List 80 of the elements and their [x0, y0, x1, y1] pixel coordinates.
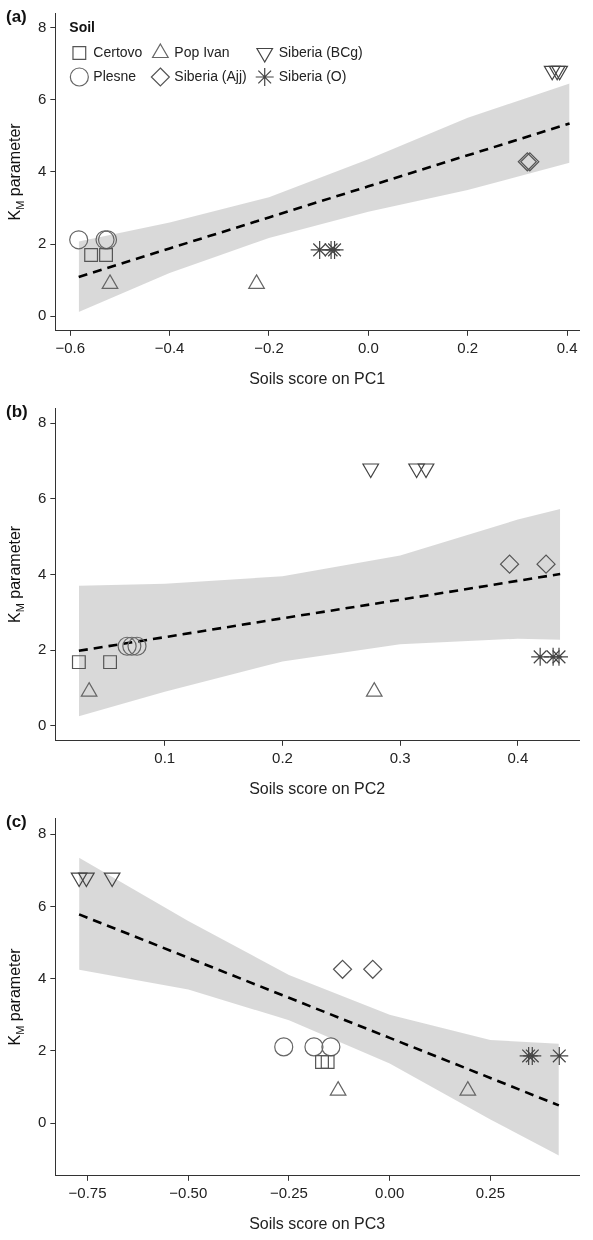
point	[549, 647, 569, 667]
point	[315, 1055, 329, 1070]
x-axis-title: Soils score on PC3	[249, 1214, 386, 1232]
y-tick-label: 2	[38, 234, 47, 252]
legend-label: Siberia (Ajj)	[174, 67, 247, 84]
y-tick-label: 4	[38, 564, 47, 582]
y-tick-label: 0	[38, 306, 47, 324]
x-tick-label: 0.1	[154, 748, 176, 766]
point	[103, 872, 121, 888]
point	[549, 1046, 569, 1066]
y-tick-label: 0	[38, 715, 47, 733]
line-series	[77, 122, 571, 279]
line-series	[77, 572, 562, 653]
legend-title: Soil	[69, 18, 96, 35]
y-axis-title: KM parameter	[6, 947, 27, 1046]
y-tick-label: 8	[38, 824, 47, 842]
point	[71, 655, 86, 670]
x-tick-label: 0.2	[457, 338, 479, 356]
chart-title: (b)	[6, 401, 28, 421]
x-tick-label: −0.6	[55, 338, 86, 356]
x-axis-title: Soils score on PC2	[249, 779, 386, 797]
x-tick-label: −0.25	[269, 1183, 308, 1201]
point	[77, 872, 95, 888]
x-tick-label: 0.0	[357, 338, 379, 356]
x-axis-title: Soils score on PC1	[249, 369, 386, 387]
point	[543, 65, 561, 81]
x-tick-label: 0.00	[375, 1183, 405, 1201]
point	[530, 647, 550, 667]
legend-label: Pop Ivan	[174, 43, 230, 60]
y-tick-label: 2	[38, 640, 47, 658]
line-series	[77, 913, 561, 1107]
point	[408, 463, 425, 479]
y-tick-label: 8	[38, 413, 47, 431]
point	[248, 274, 265, 289]
point	[321, 1037, 341, 1057]
point	[122, 636, 142, 656]
x-tick-label: −0.50	[169, 1183, 208, 1201]
x-tick-label: 0.3	[389, 748, 411, 766]
point	[365, 682, 383, 697]
y-axis-title: KM parameter	[6, 525, 27, 623]
point	[304, 1037, 324, 1057]
point	[103, 655, 118, 670]
point	[101, 274, 119, 289]
y-tick-label: 4	[38, 968, 47, 986]
y-tick-label: 6	[38, 89, 47, 107]
x-tick-label: −0.2	[254, 338, 284, 356]
legend-label: Certovo	[93, 43, 143, 60]
x-tick-label: 0.4	[507, 748, 529, 766]
y-tick-label: 4	[38, 162, 47, 180]
x-tick-label: 0.2	[272, 748, 293, 766]
point	[332, 959, 353, 979]
y-tick-label: 6	[38, 896, 47, 914]
point	[69, 230, 89, 250]
x-tick-label: 0.4	[556, 338, 578, 356]
y-tick-label: 0	[38, 1113, 47, 1131]
y-axis-title: KM parameter	[6, 122, 27, 221]
y-tick-label: 6	[38, 488, 47, 506]
point	[80, 682, 98, 697]
legend-label: Siberia (O)	[278, 67, 347, 84]
point	[536, 554, 556, 574]
y-tick-label: 8	[38, 17, 47, 35]
x-tick-label: −0.4	[154, 338, 185, 356]
chart-title: (c)	[6, 811, 27, 831]
x-tick-label: 0.25	[475, 1183, 505, 1201]
point	[363, 959, 383, 979]
point	[127, 636, 147, 656]
point	[320, 1055, 335, 1070]
point	[99, 248, 113, 262]
point	[362, 463, 380, 479]
legend-label: Plesne	[93, 67, 137, 84]
chart-title: (a)	[6, 6, 27, 26]
x-tick-label: −0.75	[68, 1183, 107, 1201]
point	[117, 636, 137, 656]
y-tick-label: 2	[38, 1041, 47, 1059]
legend-label: Siberia (BCg)	[278, 43, 363, 60]
point	[84, 248, 99, 262]
point	[70, 872, 88, 888]
point	[417, 463, 435, 479]
point	[274, 1037, 294, 1057]
point	[499, 554, 520, 574]
